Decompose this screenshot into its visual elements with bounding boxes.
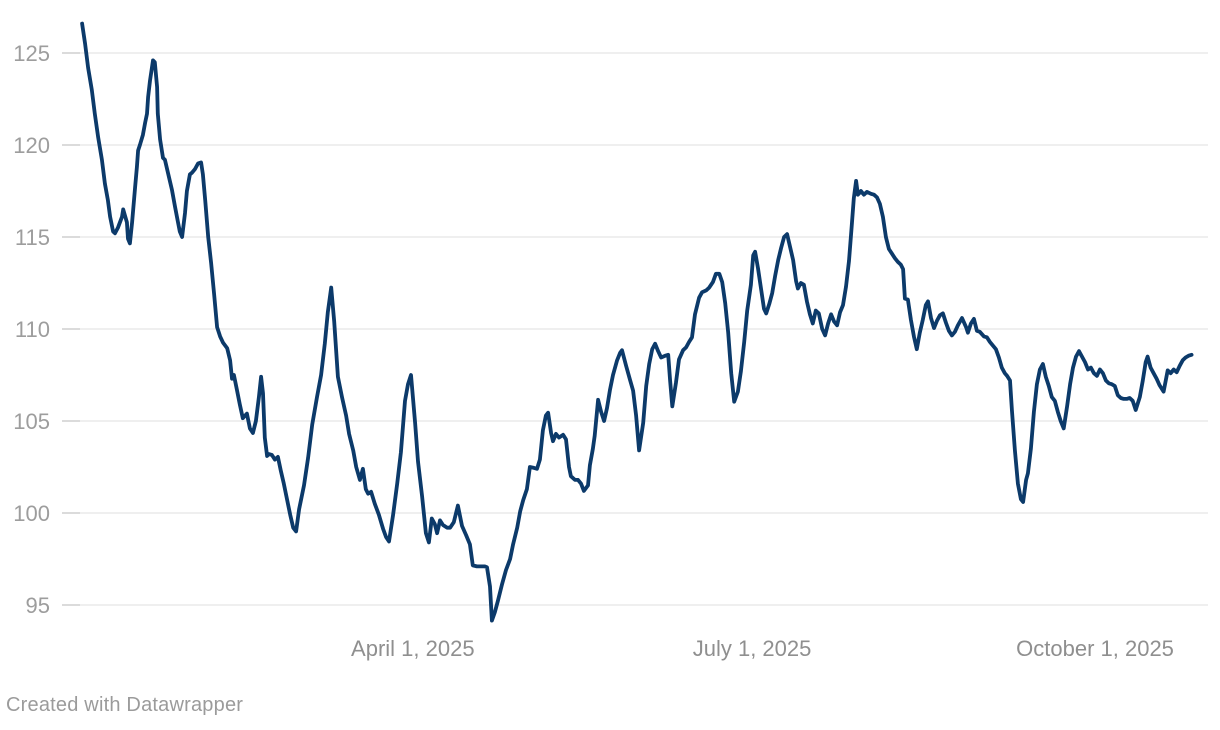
y-axis-tick-label: 100 [13, 501, 50, 526]
data-line [80, 21, 1194, 623]
y-axis-tick-label: 125 [13, 41, 50, 66]
y-axis-tick-label: 120 [13, 133, 50, 158]
y-axis-tick-label: 115 [15, 225, 50, 250]
y-axis-tick-label: 105 [13, 409, 50, 434]
y-axis-tick-label: 110 [15, 317, 50, 342]
x-axis-tick-label: April 1, 2025 [351, 636, 475, 661]
x-axis-tick-label: July 1, 2025 [693, 636, 812, 661]
datawrapper-attribution-link[interactable]: Created with Datawrapper [6, 694, 244, 716]
y-axis-tick-label: 95 [26, 593, 50, 618]
x-axis-tick-label: October 1, 2025 [1016, 636, 1174, 661]
